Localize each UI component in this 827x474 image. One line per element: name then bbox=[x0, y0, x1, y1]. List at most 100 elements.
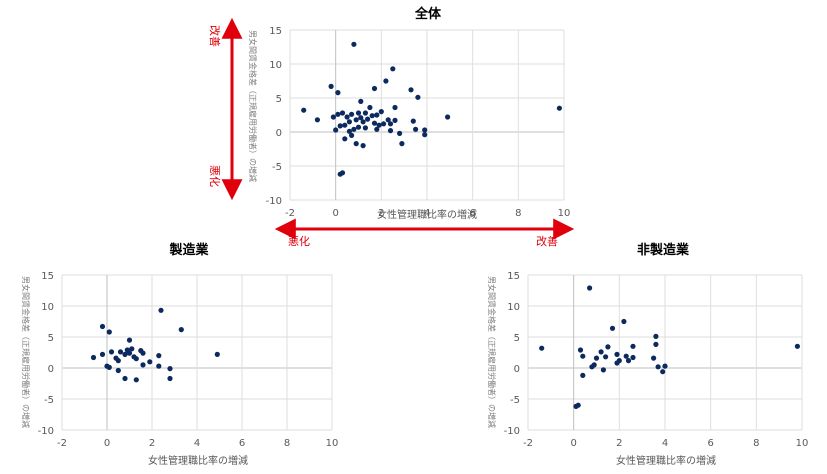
data-point bbox=[365, 116, 371, 122]
data-point bbox=[630, 343, 636, 349]
x-tick-label: 0 bbox=[332, 208, 338, 219]
data-point bbox=[335, 111, 341, 117]
data-point bbox=[117, 349, 124, 355]
data-point bbox=[367, 104, 373, 111]
data-point bbox=[355, 124, 362, 130]
y-tick-label: 5 bbox=[48, 333, 54, 344]
x-tick-label: 4 bbox=[662, 438, 668, 449]
data-point bbox=[355, 110, 362, 116]
data-point bbox=[353, 117, 359, 123]
x-tick-label: 6 bbox=[239, 438, 245, 449]
data-point bbox=[349, 111, 355, 117]
y-tick-label: 5 bbox=[514, 333, 520, 344]
data-point bbox=[108, 349, 115, 355]
data-point bbox=[362, 110, 368, 116]
y-axis-label: 男女間賃金格差（正規雇用労働者）の増減 bbox=[21, 276, 31, 428]
data-point bbox=[605, 344, 611, 350]
x-tick-label: -2 bbox=[285, 208, 295, 219]
data-point bbox=[351, 126, 357, 132]
y-tick-label: -5 bbox=[272, 162, 282, 173]
x-tick-label: 2 bbox=[149, 438, 155, 449]
x-axis-label: 女性管理職比率の増減 bbox=[616, 454, 716, 467]
horizontal-worsen-label: 悪化 bbox=[288, 234, 310, 248]
data-point bbox=[385, 117, 391, 123]
data-point bbox=[167, 366, 173, 372]
data-point bbox=[344, 114, 350, 120]
x-tick-label: 6 bbox=[469, 208, 475, 219]
data-point bbox=[133, 377, 139, 383]
x-tick-label: -2 bbox=[57, 438, 67, 449]
x-tick-label: 2 bbox=[378, 208, 384, 219]
data-point bbox=[178, 327, 184, 333]
data-point bbox=[99, 323, 106, 330]
data-point bbox=[390, 66, 396, 72]
data-point bbox=[126, 337, 133, 343]
data-point bbox=[413, 126, 419, 132]
x-tick-label: 2 bbox=[616, 438, 622, 449]
data-point bbox=[591, 362, 597, 368]
x-tick-label: 4 bbox=[194, 438, 200, 449]
data-point bbox=[387, 128, 394, 134]
data-point bbox=[539, 345, 545, 351]
chart-title: 製造業 bbox=[168, 242, 209, 258]
overall-plot-area: -10 -5 0 5 10 15 -2 0 2 4 6 8 10 bbox=[266, 26, 571, 219]
data-point bbox=[383, 78, 389, 84]
data-point bbox=[358, 115, 364, 121]
data-point bbox=[335, 90, 341, 96]
data-point bbox=[158, 307, 164, 313]
y-tick-label: -10 bbox=[266, 196, 282, 207]
data-point bbox=[371, 120, 378, 126]
data-point bbox=[392, 104, 398, 111]
data-point bbox=[662, 363, 668, 369]
data-point bbox=[630, 354, 636, 361]
data-point bbox=[147, 359, 153, 365]
data-point bbox=[445, 114, 451, 120]
data-point bbox=[360, 119, 366, 125]
data-point bbox=[339, 170, 346, 176]
data-point bbox=[651, 355, 657, 361]
data-point bbox=[106, 364, 112, 370]
data-point bbox=[360, 143, 366, 149]
data-point bbox=[410, 118, 416, 124]
data-point bbox=[614, 351, 620, 357]
data-point bbox=[794, 343, 801, 349]
data-point bbox=[392, 117, 398, 123]
data-point bbox=[422, 132, 428, 138]
chart-title: 全体 bbox=[414, 6, 442, 22]
data-point bbox=[369, 113, 375, 119]
data-point bbox=[381, 121, 387, 127]
x-tick-label: -2 bbox=[523, 438, 533, 449]
data-point bbox=[342, 136, 348, 142]
data-point bbox=[660, 369, 666, 375]
data-point bbox=[122, 375, 128, 382]
y-tick-label: 15 bbox=[269, 26, 282, 37]
data-point bbox=[408, 87, 414, 93]
x-tick-label: 6 bbox=[707, 438, 713, 449]
chart-title: 非製造業 bbox=[637, 242, 690, 258]
x-tick-label: 8 bbox=[284, 438, 290, 449]
x-axis-label: 女性管理職比率の増減 bbox=[148, 454, 248, 467]
y-tick-label: 15 bbox=[41, 271, 54, 282]
data-point bbox=[603, 354, 609, 360]
data-point bbox=[580, 353, 586, 359]
data-point bbox=[621, 318, 627, 325]
data-point bbox=[653, 333, 659, 339]
data-point bbox=[556, 105, 563, 111]
data-point bbox=[330, 114, 336, 120]
data-point bbox=[346, 119, 352, 125]
data-point bbox=[115, 367, 121, 374]
data-point bbox=[156, 363, 162, 369]
vertical-worsen-label: 悪化 bbox=[208, 165, 222, 187]
x-tick-label: 10 bbox=[326, 438, 339, 449]
data-point bbox=[214, 351, 220, 357]
manufacturing-plot-area: -10 -5 0 5 10 15 -2 0 2 4 6 8 10 bbox=[38, 271, 339, 449]
data-point bbox=[616, 358, 622, 364]
horizontal-improve-label: 改善 bbox=[536, 234, 558, 248]
data-point bbox=[593, 355, 600, 361]
data-point bbox=[328, 83, 334, 89]
data-point bbox=[90, 354, 97, 361]
y-tick-label: 10 bbox=[507, 302, 520, 313]
data-point bbox=[387, 121, 394, 127]
data-point bbox=[99, 351, 106, 357]
data-point bbox=[346, 128, 352, 134]
